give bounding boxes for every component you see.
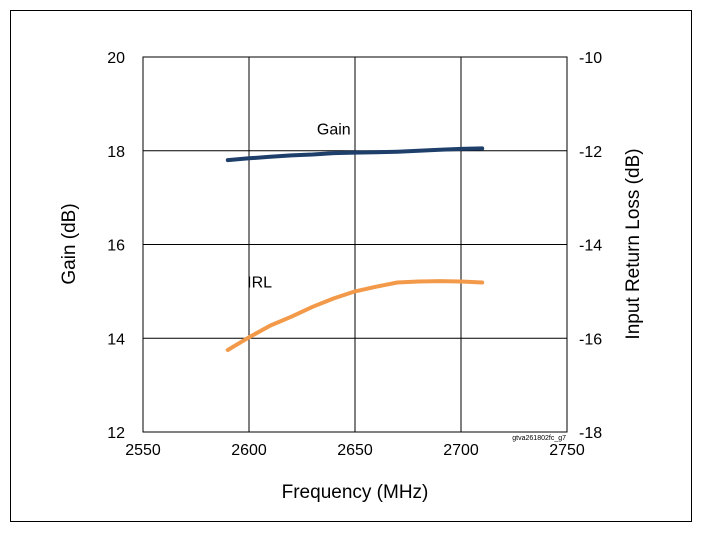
x-tick-label: 2650 <box>337 442 373 459</box>
series-line-irl <box>225 279 485 352</box>
x-tick-label: 2700 <box>443 442 479 459</box>
y-right-axis-label: Input Return Loss (dB) <box>623 148 644 339</box>
y-left-tick-label: 20 <box>107 50 125 67</box>
y-right-tick-label: -10 <box>579 50 602 67</box>
x-tick-label: 2750 <box>549 442 585 459</box>
chart-frame: 12 14 16 18 20 -18 -16 -14 -12 -10 2550 2600 2650 2… <box>10 10 692 522</box>
x-axis-label: Frequency (MHz) <box>282 482 429 503</box>
plot-border <box>142 56 568 433</box>
series-label-gain: Gain <box>317 121 351 138</box>
y-right-tick-label: -14 <box>579 238 602 255</box>
y-right-tick-label: -18 <box>579 425 602 442</box>
series-labels: Gain IRL <box>247 121 351 291</box>
series-label-irl: IRL <box>247 275 272 292</box>
series-layer <box>225 146 485 352</box>
series-line-gain <box>225 146 485 163</box>
y-left-axis-label: Gain (dB) <box>59 203 80 284</box>
y-left-tick-label: 14 <box>107 331 125 348</box>
y-right-tick-labels: -18 -16 -14 -12 -10 <box>579 50 602 442</box>
figure-id-label: gtva261802fc_g7 <box>512 435 566 442</box>
x-tick-labels: 2550 2600 2650 2700 2750 <box>125 442 585 459</box>
y-left-tick-label: 18 <box>107 144 125 161</box>
y-left-tick-labels: 12 14 16 18 20 <box>107 50 125 442</box>
y-left-tick-label: 12 <box>107 425 125 442</box>
x-tick-label: 2600 <box>231 442 267 459</box>
y-right-tick-label: -12 <box>579 144 602 161</box>
y-left-tick-label: 16 <box>107 238 125 255</box>
y-right-tick-label: -16 <box>579 331 602 348</box>
x-tick-label: 2550 <box>125 442 161 459</box>
